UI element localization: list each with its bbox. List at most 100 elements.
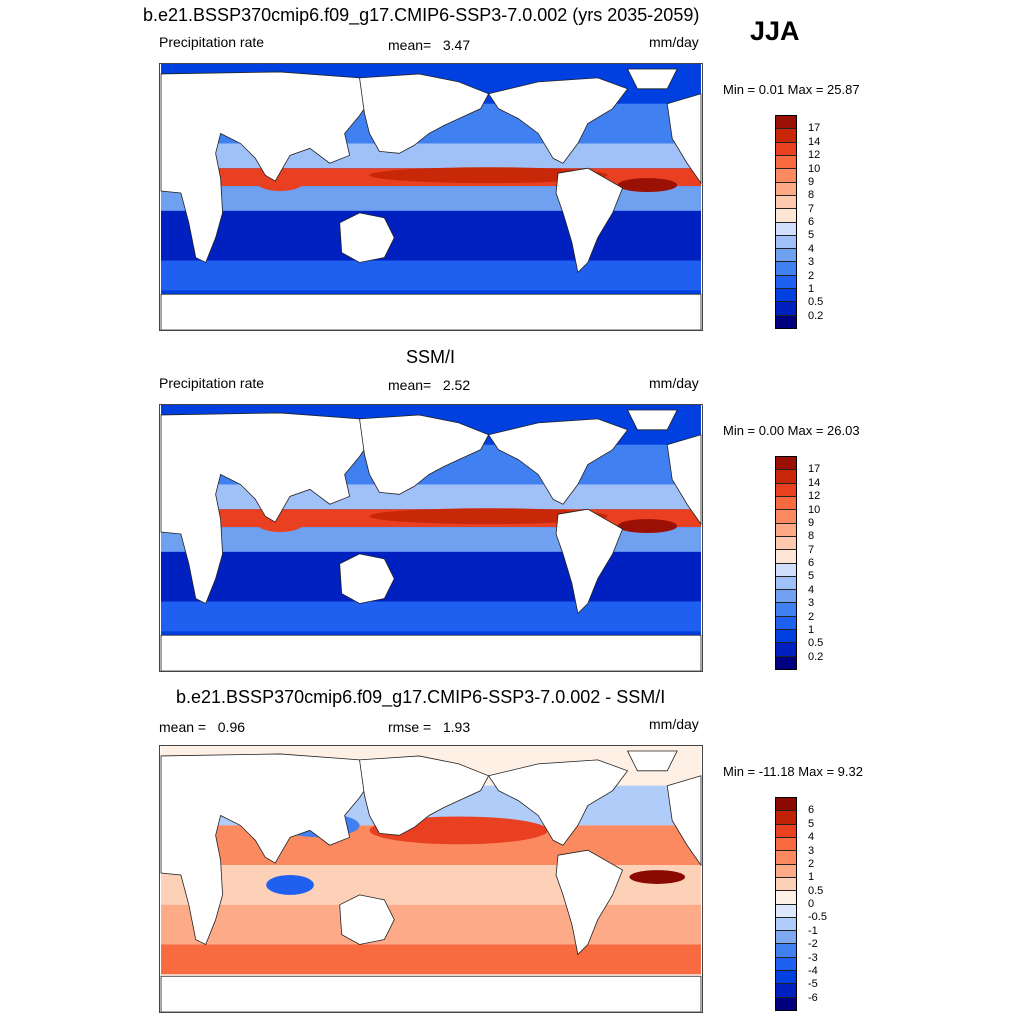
colorbar-swatch [776, 142, 796, 156]
colorbar-tick-label: 4 [808, 831, 815, 844]
colorbar-tick-label: 10 [808, 162, 821, 175]
atlantic-bias [629, 870, 686, 884]
panel2-mean-label: mean= 2.52 [388, 377, 471, 393]
continent-outline [359, 414, 490, 495]
panel3-mean-label: mean = 0.96 [159, 719, 246, 735]
colorbar-tick-label: 14 [808, 476, 821, 489]
indian-ocean-bias [266, 875, 314, 895]
continent-outline [160, 634, 702, 671]
monsoon-region [255, 512, 305, 533]
colorbar-swatch [776, 510, 796, 524]
continent-outline [339, 894, 395, 945]
colorbar-swatch [776, 315, 796, 328]
precip-band [161, 484, 701, 510]
colorbar-tick-label: 3 [808, 256, 815, 269]
colorbar-tick-label: 12 [808, 149, 821, 162]
continent-outline [487, 418, 629, 505]
colorbar-swatch [776, 944, 796, 958]
colorbar-swatch [776, 496, 796, 511]
panel1-colorbar [775, 115, 797, 329]
colorbar-swatch [776, 169, 796, 183]
colorbar-tick-label: 1 [808, 623, 815, 636]
colorbar-swatch [776, 864, 796, 878]
continent-outline [160, 412, 375, 605]
colorbar-tick-label: -6 [808, 991, 818, 1004]
continent-outline [555, 167, 624, 274]
precip-band [161, 210, 701, 261]
colorbar-swatch [776, 630, 796, 644]
colorbar-swatch [776, 616, 796, 631]
panel3-colorbar [775, 797, 797, 1011]
panel2-map [159, 404, 703, 672]
colorbar-swatch [776, 590, 796, 604]
colorbar-swatch [776, 563, 796, 577]
colorbar-swatch [776, 222, 796, 236]
colorbar-tick-label: 14 [808, 135, 821, 148]
continent-outline [160, 71, 375, 264]
colorbar-tick-label: 0.5 [808, 884, 824, 897]
colorbar-tick-label: 17 [808, 122, 821, 135]
colorbar-swatch [776, 550, 796, 564]
colorbar-tick-label: 0.2 [808, 309, 824, 322]
season-label: JJA [750, 16, 800, 46]
panel2-units: mm/day [649, 375, 699, 391]
continent-outline [359, 755, 490, 836]
precip-band [161, 260, 701, 291]
colorbar-swatch [776, 483, 796, 497]
colorbar-tick-label: 1 [808, 282, 815, 295]
colorbar-swatch [776, 837, 796, 852]
itcz-band [369, 508, 608, 525]
colorbar-tick-label: 0.5 [808, 296, 824, 309]
colorbar-swatch [776, 656, 796, 669]
panel3-rmse-label: rmse = 1.93 [388, 719, 471, 735]
precip-band [161, 143, 701, 169]
colorbar-swatch [776, 997, 796, 1010]
panel3-minmax: Min = -11.18 Max = 9.32 [723, 764, 863, 779]
colorbar-swatch [776, 851, 796, 865]
panel2-variable-label: Precipitation rate [159, 375, 265, 391]
continent-outline [555, 849, 624, 956]
colorbar-tick-label: 5 [808, 570, 815, 583]
colorbar-swatch [776, 643, 796, 657]
colorbar-tick-label: 4 [808, 583, 815, 596]
panel2-minmax: Min = 0.00 Max = 26.03 [723, 423, 860, 438]
colorbar-swatch [776, 195, 796, 210]
colorbar-swatch [776, 262, 796, 276]
continent-outline [626, 68, 678, 90]
colorbar-swatch [776, 209, 796, 223]
continent-outline [160, 293, 702, 330]
colorbar-tick-label: 8 [808, 189, 815, 202]
colorbar-tick-label: 6 [808, 216, 815, 228]
colorbar-tick-label: 7 [808, 202, 815, 215]
colorbar-tick-label: 8 [808, 530, 815, 543]
panel2-title: SSM/I [406, 347, 456, 367]
panel1-minmax: Min = 0.01 Max = 25.87 [723, 82, 860, 97]
colorbar-swatch [776, 155, 796, 170]
colorbar-swatch [776, 877, 796, 892]
panel3-map [159, 745, 703, 1013]
colorbar-tick-label: 12 [808, 490, 821, 503]
colorbar-swatch [776, 470, 796, 484]
panel1-units: mm/day [649, 34, 699, 50]
colorbar-tick-label: 0 [808, 898, 815, 910]
panel3-units: mm/day [649, 716, 699, 732]
continent-outline [626, 409, 678, 431]
precip-band [161, 904, 701, 945]
colorbar-tick-label: -2 [808, 938, 818, 951]
colorbar-tick-label: 2 [808, 269, 815, 282]
continent-outline [359, 73, 490, 154]
panel3-title: b.e21.BSSP370cmip6.f09_g17.CMIP6-SSP3-7.… [176, 687, 666, 707]
monsoon-region [255, 171, 305, 192]
colorbar-tick-label: -0.5 [808, 911, 827, 924]
colorbar-swatch [776, 289, 796, 303]
colorbar-swatch [776, 249, 796, 263]
colorbar-tick-label: 17 [808, 463, 821, 476]
continent-outline [487, 77, 629, 164]
colorbar-swatch [776, 129, 796, 143]
panel1-mean-label: mean= 3.47 [388, 37, 471, 53]
colorbar-swatch [776, 576, 796, 591]
colorbar-swatch [776, 523, 796, 537]
itcz-band [369, 167, 608, 184]
colorbar-swatch [776, 235, 796, 250]
panel1-variable-label: Precipitation rate [159, 34, 265, 50]
